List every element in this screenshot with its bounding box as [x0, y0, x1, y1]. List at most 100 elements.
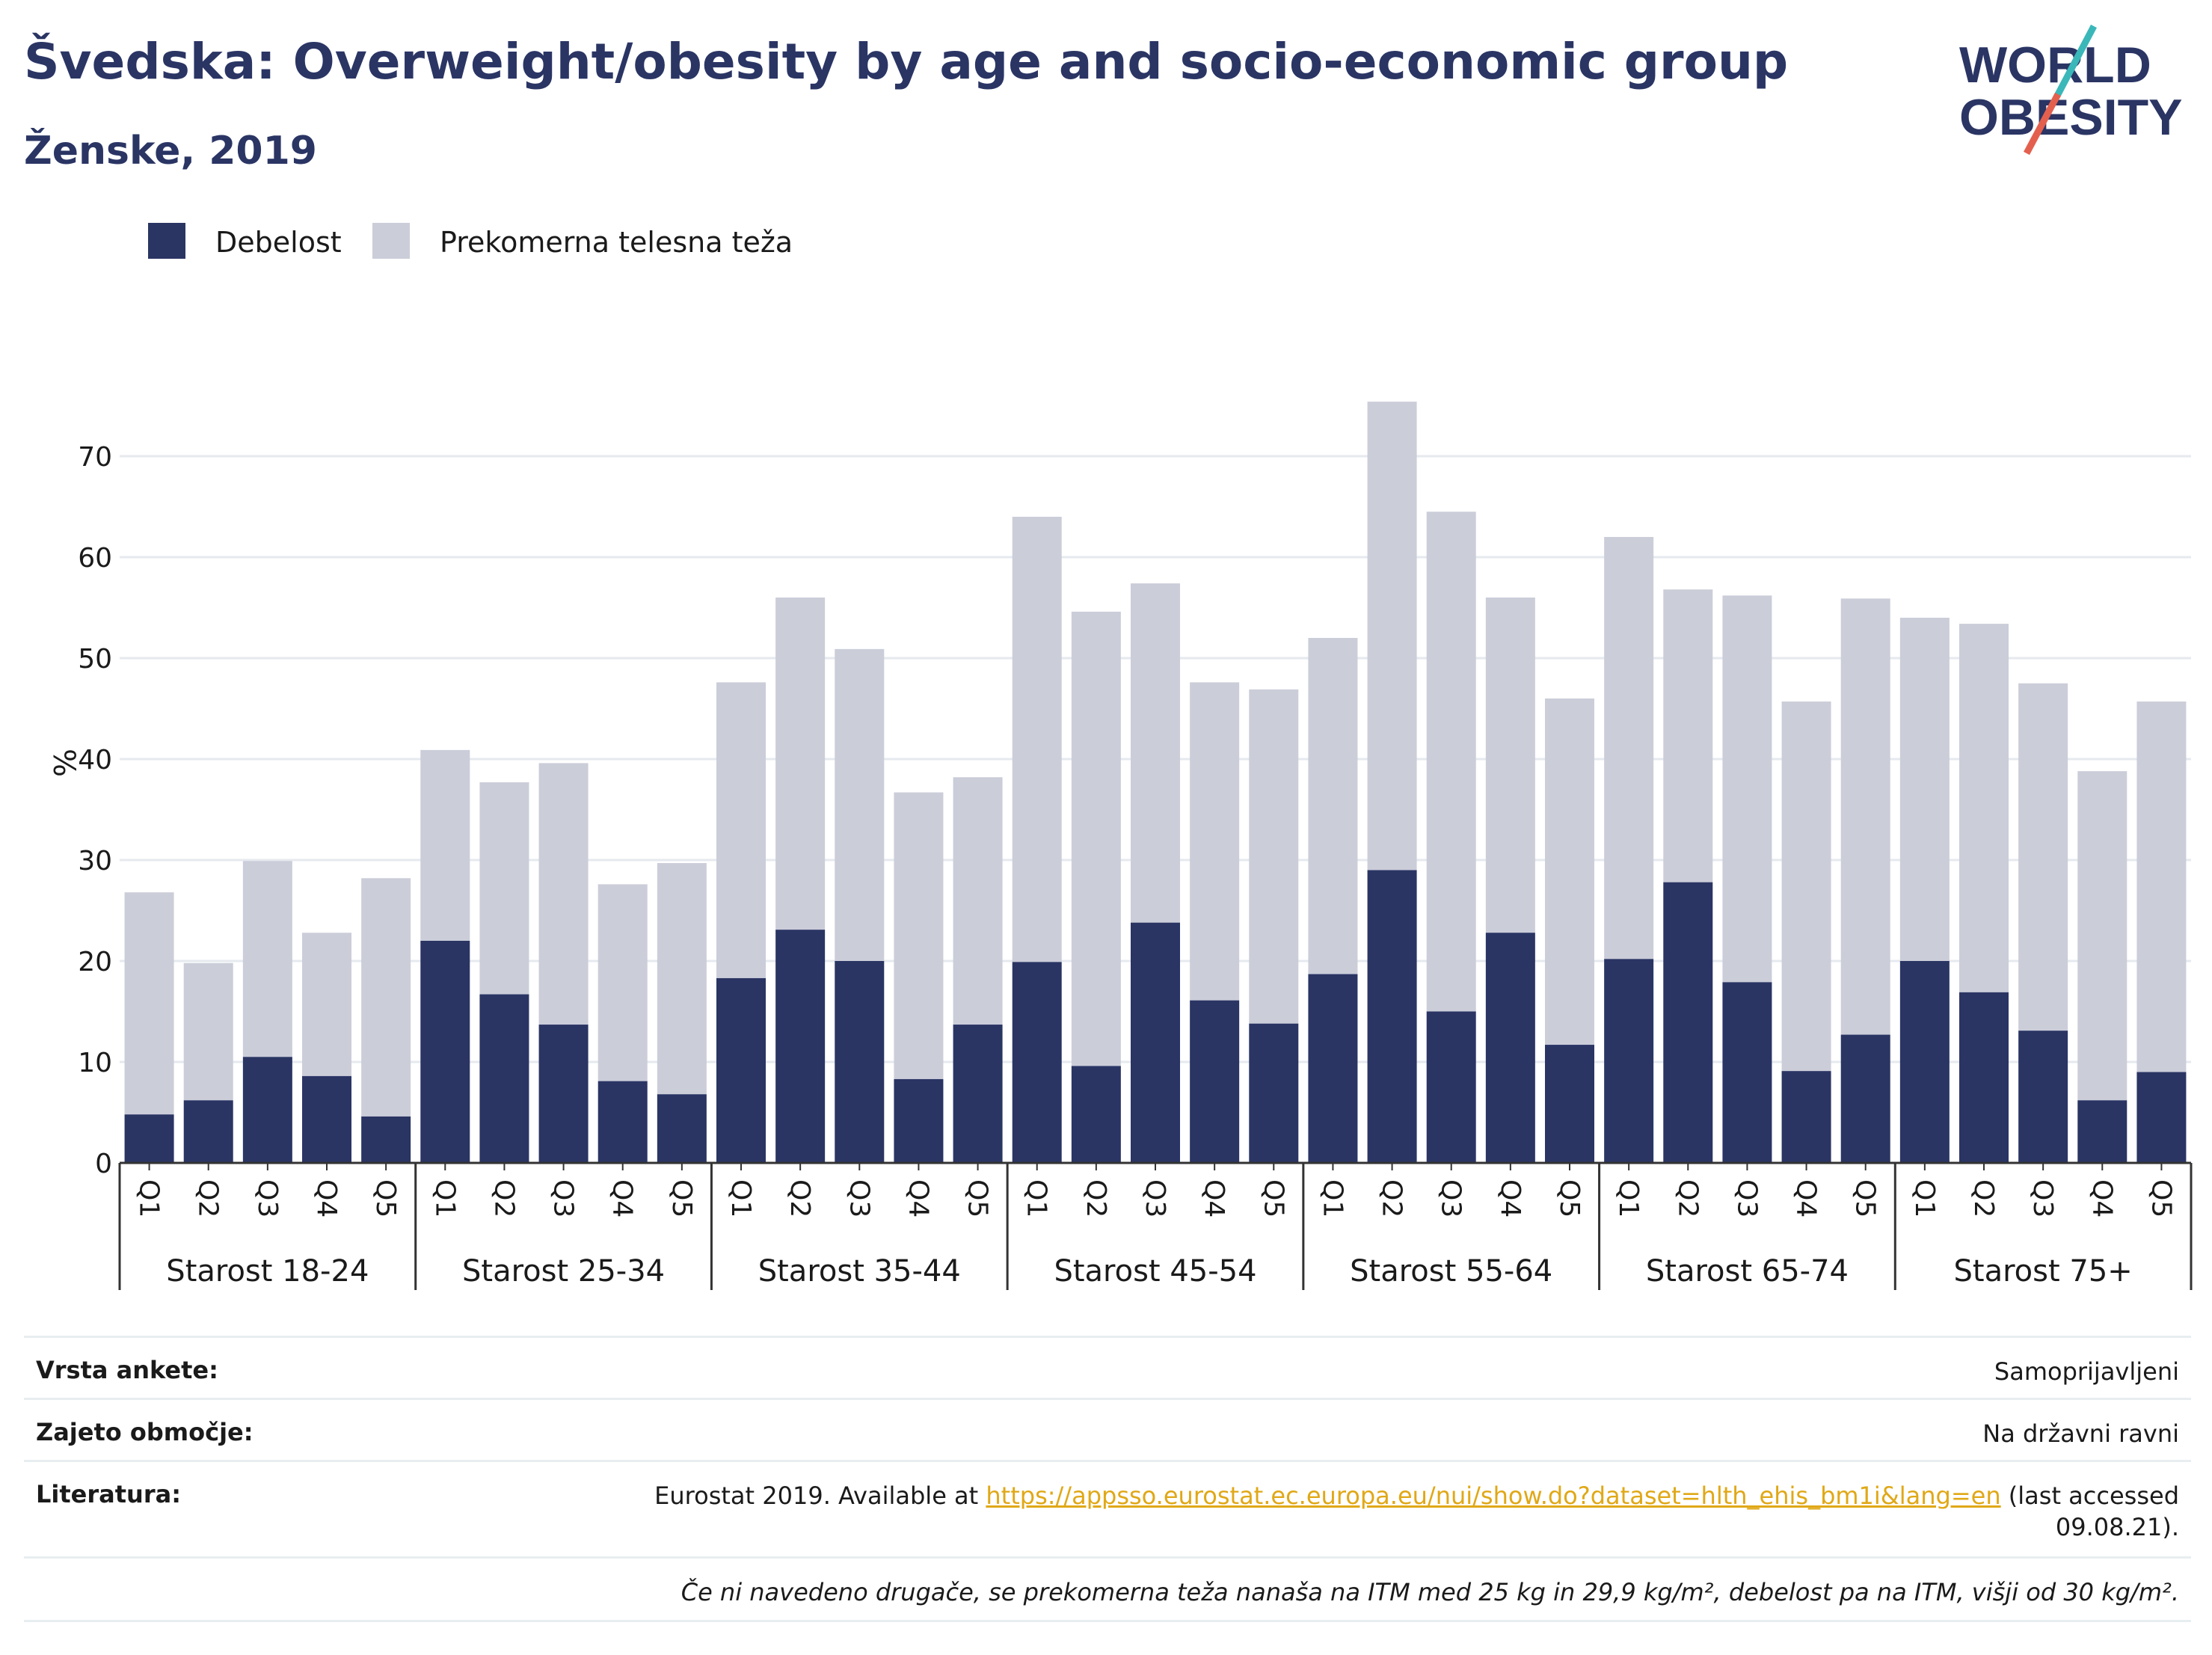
- bar-overweight: [835, 648, 885, 961]
- x-tick-quintile: Q2: [1968, 1179, 1999, 1218]
- y-tick-label: 0: [95, 1149, 112, 1179]
- y-axis-label: %: [46, 749, 81, 777]
- x-tick-quintile: Q1: [725, 1179, 756, 1218]
- bar-overweight: [1545, 698, 1594, 1045]
- bar-overweight: [479, 782, 529, 995]
- table-bottom-border: [24, 1620, 2191, 1622]
- x-group-label: Starost 65-74: [1646, 1254, 1849, 1289]
- bar-obesity: [1190, 1000, 1240, 1163]
- x-tick-quintile: Q3: [1436, 1179, 1466, 1218]
- x-tick-quintile: Q3: [252, 1179, 283, 1218]
- x-tick-quintile: Q4: [1495, 1179, 1526, 1218]
- chart-subtitle: Ženske, 2019: [24, 129, 317, 174]
- x-tick-quintile: Q5: [1850, 1179, 1881, 1218]
- coverage-label: Zajeto območje:: [36, 1418, 254, 1446]
- y-tick-label: 20: [78, 947, 112, 977]
- bar-obesity: [1781, 1071, 1831, 1163]
- x-tick-quintile: Q4: [2086, 1179, 2117, 1218]
- bar-overweight: [1663, 589, 1713, 882]
- bar-obesity: [420, 941, 470, 1163]
- bar-overweight: [538, 763, 589, 1025]
- bar-overweight: [124, 892, 174, 1115]
- bar-overweight: [2077, 771, 2127, 1101]
- x-tick-quintile: Q2: [1377, 1179, 1407, 1218]
- bar-overweight: [361, 878, 411, 1117]
- bar-obesity: [1840, 1034, 1890, 1163]
- x-tick-quintile: Q1: [1021, 1179, 1052, 1218]
- bar-obesity: [242, 1057, 292, 1163]
- reference-prefix: Eurostat 2019. Available at: [654, 1481, 979, 1510]
- bar-obesity: [1308, 974, 1358, 1163]
- bar-obesity: [657, 1094, 707, 1163]
- bar-overweight: [242, 861, 292, 1057]
- x-tick-quintile: Q2: [1672, 1179, 1703, 1218]
- y-tick-label: 30: [78, 846, 112, 876]
- x-tick-quintile: Q2: [488, 1179, 519, 1218]
- x-group-label: Starost 75+: [1954, 1254, 2133, 1289]
- x-axis: Q1 Q2 Q3 Q4 Q5 Starost 18-24 Q1 Q2 Q3 Q4 Q5 Starost…: [118, 1161, 2193, 1290]
- y-tick-label: 40: [78, 745, 112, 776]
- bar-obesity: [1131, 922, 1180, 1163]
- y-tick-label: 70: [78, 442, 112, 473]
- x-tick-quintile: Q1: [1909, 1179, 1940, 1218]
- x-group-label: Starost 45-54: [1054, 1254, 1256, 1289]
- bar-obesity: [1367, 870, 1417, 1163]
- bar-obesity: [361, 1116, 411, 1163]
- x-tick-quintile: Q3: [2027, 1179, 2058, 1218]
- bar-overweight: [420, 749, 470, 941]
- x-group-label: Starost 55-64: [1350, 1254, 1552, 1289]
- reference-link[interactable]: https://appsso.eurostat.ec.europa.eu/nui…: [986, 1481, 2001, 1510]
- bar-overweight: [716, 682, 766, 978]
- bar-overweight: [2136, 701, 2187, 1072]
- bar-obesity: [894, 1078, 944, 1163]
- x-tick-quintile: Q5: [2145, 1179, 2176, 1218]
- y-tick-label: 10: [78, 1048, 112, 1078]
- bar-overweight: [894, 792, 944, 1079]
- bar-obesity: [124, 1114, 174, 1163]
- bar-obesity: [953, 1025, 1003, 1163]
- bar-overweight: [183, 962, 233, 1101]
- x-group-label: Starost 35-44: [758, 1254, 961, 1289]
- bar-obesity: [302, 1075, 351, 1163]
- legend: Debelost Prekomerna telesna teža: [148, 223, 793, 259]
- bar-obesity: [835, 961, 885, 1163]
- logo-text-world: WORLD: [1959, 37, 2151, 93]
- bar-overweight: [1604, 537, 1654, 959]
- bar-overweight: [657, 863, 707, 1095]
- x-tick-quintile: Q2: [193, 1179, 224, 1218]
- bar-obesity: [775, 930, 826, 1163]
- reference-value: Eurostat 2019. Available at https://apps…: [534, 1480, 2179, 1543]
- x-tick-quintile: Q5: [666, 1179, 697, 1218]
- bar-overweight: [1426, 512, 1476, 1012]
- bar-obesity: [1426, 1011, 1476, 1163]
- logo-text-obesity: OBESITY: [1959, 89, 2183, 146]
- legend-swatch-obesity: [148, 223, 185, 259]
- bar-overweight: [1012, 517, 1062, 962]
- bar-obesity: [2077, 1100, 2127, 1163]
- bar-obesity: [1249, 1023, 1299, 1163]
- bar-overweight: [597, 884, 648, 1081]
- logo-slash-red: [2024, 92, 2061, 156]
- x-tick-quintile: Q5: [1258, 1179, 1288, 1218]
- x-tick-quintile: Q3: [1140, 1179, 1170, 1218]
- bar-obesity: [2136, 1072, 2187, 1163]
- x-tick-quintile: Q4: [607, 1179, 638, 1218]
- x-tick-quintile: Q2: [1081, 1179, 1111, 1218]
- bar-obesity: [538, 1025, 589, 1163]
- bar-overweight: [1367, 402, 1417, 871]
- survey-label: Vrsta ankete:: [36, 1356, 218, 1384]
- x-tick-quintile: Q1: [1613, 1179, 1644, 1218]
- x-tick-quintile: Q4: [311, 1179, 342, 1218]
- bar-overweight: [1959, 624, 2009, 992]
- bar-obesity: [1899, 961, 1950, 1163]
- bar-obesity: [2018, 1031, 2068, 1163]
- x-tick-quintile: Q1: [1317, 1179, 1348, 1218]
- logo-slash-teal: [2053, 24, 2097, 99]
- legend-label-obesity: Debelost: [215, 226, 342, 259]
- info-row-reference: Literatura: Eurostat 2019. Available at …: [24, 1460, 2191, 1556]
- bar-obesity: [479, 994, 529, 1163]
- x-tick-quintile: Q1: [429, 1179, 460, 1218]
- x-tick-quintile: Q5: [962, 1179, 993, 1218]
- bar-obesity: [1959, 992, 2009, 1163]
- x-tick-quintile: Q3: [844, 1179, 874, 1218]
